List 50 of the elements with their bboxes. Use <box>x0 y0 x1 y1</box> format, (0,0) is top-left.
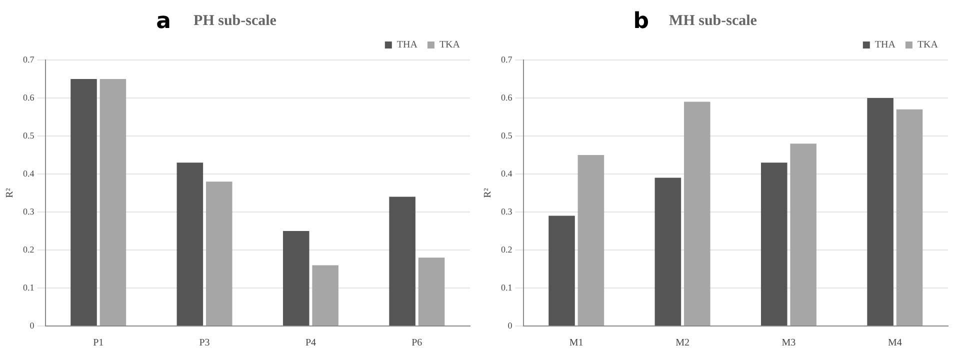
y-tick-label: 0.7 <box>501 54 513 64</box>
y-tick-label: 0 <box>30 320 35 330</box>
x-tick-label: P4 <box>305 338 316 349</box>
bar <box>418 258 445 326</box>
chart-title: PH sub-scale <box>194 12 277 29</box>
x-tick-label: P6 <box>412 338 422 349</box>
y-tick-label: 0.1 <box>23 282 34 292</box>
bar <box>389 196 416 326</box>
chart-title: MH sub-scale <box>669 12 758 29</box>
x-tick-label: M1 <box>569 338 584 349</box>
bar <box>867 98 894 326</box>
legend-label: TKA <box>439 40 461 51</box>
y-axis-title: R² <box>482 188 494 198</box>
y-tick-label: 0.5 <box>23 130 35 140</box>
y-tick-label: 0.6 <box>23 92 35 102</box>
y-tick-label: 0.4 <box>23 168 35 178</box>
y-tick-label: 0.2 <box>501 244 512 254</box>
x-tick-label: M2 <box>676 338 690 349</box>
bar <box>312 265 338 326</box>
bar <box>548 216 575 326</box>
bar <box>100 79 126 326</box>
bar <box>176 162 204 326</box>
x-tick-label: P1 <box>93 338 104 349</box>
text: b <box>633 9 649 34</box>
bar <box>654 178 682 326</box>
bar <box>684 102 710 326</box>
legend-label: TKA <box>917 40 939 51</box>
x-tick-label: M4 <box>888 338 902 349</box>
bar <box>760 162 788 326</box>
legend-label: THA <box>874 40 896 51</box>
bar <box>206 182 232 326</box>
y-tick-label: 0 <box>508 320 513 330</box>
bar <box>790 144 816 326</box>
y-tick-label: 0.3 <box>23 206 35 216</box>
y-axis-title: R² <box>4 188 16 198</box>
y-tick-label: 0.1 <box>501 282 512 292</box>
y-tick-label: 0.4 <box>501 168 513 178</box>
bar <box>282 231 310 326</box>
y-tick-label: 0.6 <box>501 92 513 102</box>
legend-label: THA <box>396 40 418 51</box>
y-tick-label: 0.2 <box>23 244 34 254</box>
bar <box>896 109 923 326</box>
y-tick-label: 0.7 <box>23 54 35 64</box>
text: a <box>156 9 171 34</box>
x-tick-label: M3 <box>782 338 796 349</box>
y-tick-label: 0.5 <box>501 130 513 140</box>
y-tick-label: 0.3 <box>501 206 513 216</box>
bar <box>70 79 97 326</box>
bar <box>578 155 604 326</box>
x-tick-label: P3 <box>199 338 210 349</box>
